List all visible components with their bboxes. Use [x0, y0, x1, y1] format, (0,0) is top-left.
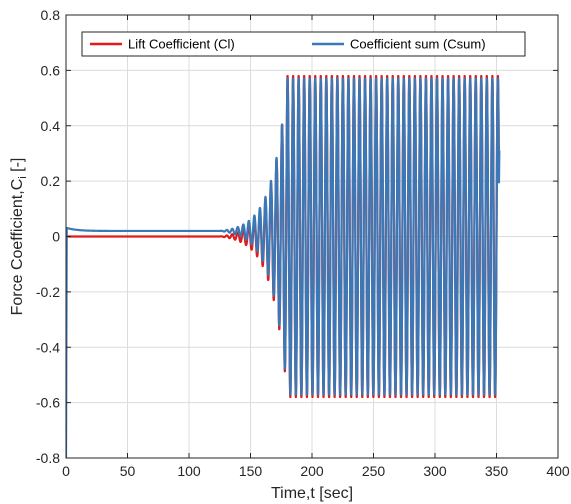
- y-tick-label: -0.6: [36, 395, 60, 411]
- x-tick-label: 150: [239, 463, 263, 479]
- x-tick-label: 100: [177, 463, 201, 479]
- x-tick-label: 0: [62, 463, 70, 479]
- x-tick-label: 250: [362, 463, 386, 479]
- legend: Lift Coefficient (Cl) Coefficient sum (C…: [81, 31, 526, 57]
- y-axis-label-subscript: i: [17, 176, 29, 178]
- y-tick-label: -0.4: [36, 339, 60, 355]
- x-tick-label: 200: [300, 463, 324, 479]
- legend-label-lift: Lift Coefficient (Cl): [128, 37, 235, 52]
- y-tick-label: 0.4: [41, 118, 61, 134]
- series-layer: [66, 74, 501, 458]
- x-axis-label: Time,t [sec]: [271, 485, 353, 502]
- legend-box: [81, 31, 526, 57]
- y-tick-label: 0: [52, 229, 60, 245]
- y-axis-label-main: Force Coefficient,C: [9, 179, 26, 316]
- y-tick-label: 0.6: [41, 62, 61, 78]
- y-tick-label: 0.2: [41, 173, 61, 189]
- y-tick-label: -0.2: [36, 284, 60, 300]
- y-tick-label: -0.8: [36, 450, 60, 466]
- legend-label-csum: Coefficient sum (Csum): [350, 37, 486, 52]
- y-axis-label: Force Coefficient,Ci [-]: [9, 158, 29, 316]
- y-tick-label: 0.8: [41, 7, 61, 23]
- tick-labels: 0 50 100 150 200 250 300 350 400 -0.8 -0.6 -0.4 -0.2…: [36, 7, 570, 479]
- x-tick-label: 350: [485, 463, 509, 479]
- series-line-csum: [66, 77, 501, 458]
- y-axis-label-unit: [-]: [9, 158, 26, 177]
- ticks: [65, 14, 559, 459]
- x-tick-label: 300: [423, 463, 447, 479]
- x-tick-label: 50: [120, 463, 136, 479]
- x-tick-label: 400: [546, 463, 570, 479]
